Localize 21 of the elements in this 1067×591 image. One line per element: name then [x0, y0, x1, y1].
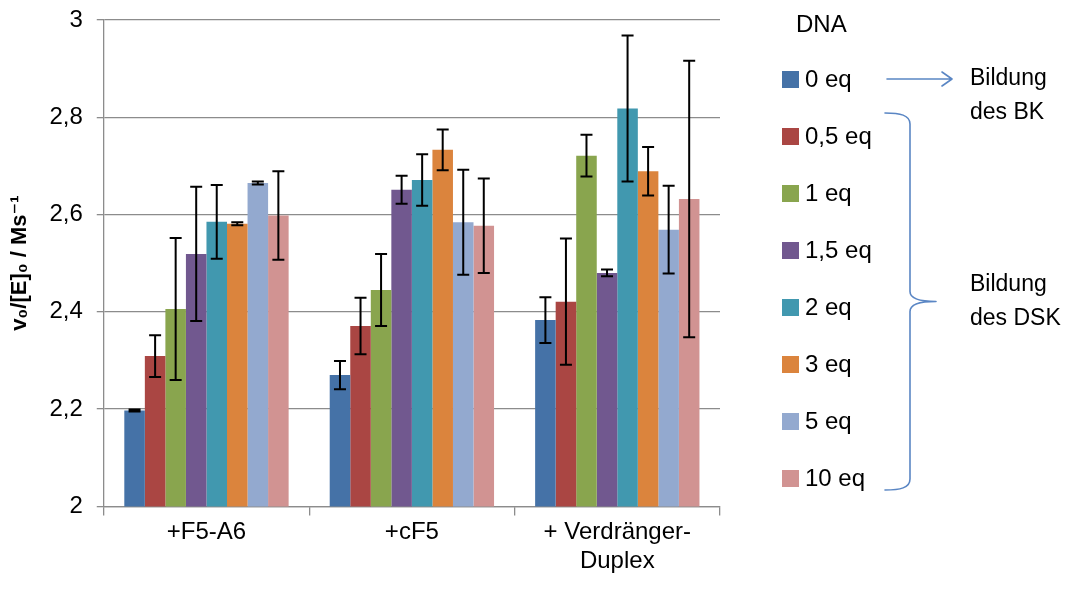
y-tick-label: 2,8 [49, 101, 83, 129]
x-tick-label: +F5-A6 [166, 517, 247, 545]
legend-label: 3 eq [805, 349, 852, 377]
y-tick-label: 3 [69, 4, 83, 32]
legend-label: 10 eq [805, 463, 866, 491]
legend-label: 0,5 eq [805, 121, 872, 149]
legend-title: DNA [796, 9, 847, 37]
y-axis-title: v₀/[E]₀ / Ms⁻¹ [6, 195, 32, 331]
y-tick-label: 2,4 [49, 296, 83, 324]
legend-label: 5 eq [805, 406, 852, 434]
text: Bildung des DSK [970, 269, 1062, 330]
legend-label: 1,5 eq [805, 235, 872, 263]
y-tick-label: 2,6 [49, 199, 83, 227]
x-tick-label: +cF5 [384, 517, 439, 545]
text: Bildung des BK [970, 64, 1047, 125]
legend-label: 1 eq [805, 178, 852, 206]
y-tick-label: 2,2 [49, 393, 83, 421]
y-tick-label: 2 [69, 491, 83, 519]
x-tick-label: + Verdränger-Duplex [543, 517, 691, 574]
legend-label: 2 eq [805, 292, 852, 320]
legend-label: 0 eq [805, 64, 852, 92]
